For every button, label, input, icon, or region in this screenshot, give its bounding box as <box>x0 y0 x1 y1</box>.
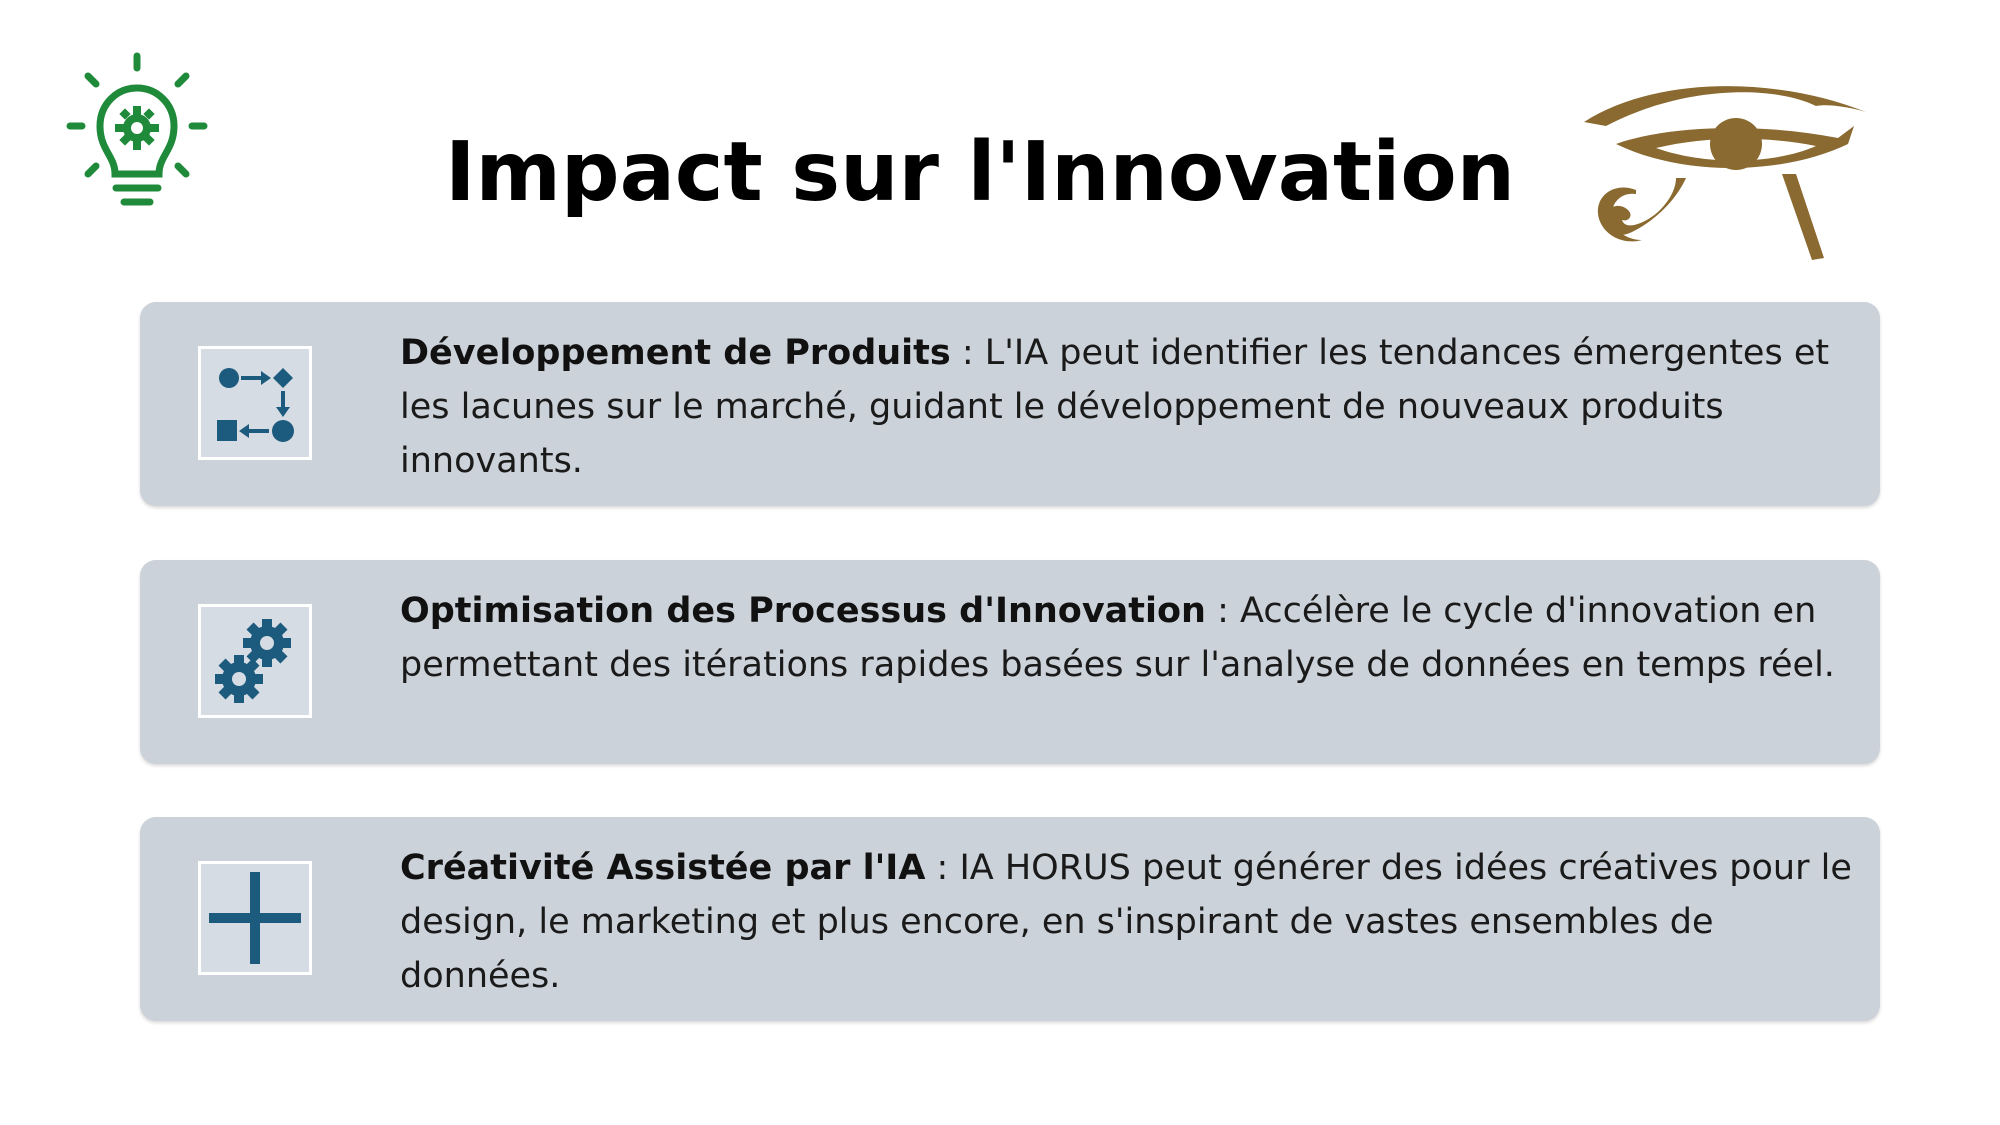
plus-icon <box>198 861 312 975</box>
item-separator: : <box>1205 591 1241 631</box>
page-title: Impact sur l'Innovation <box>444 125 1516 220</box>
lightbulb-gear-icon <box>66 52 208 212</box>
item-text: Développement de Produits : L'IA peut id… <box>400 326 1860 488</box>
list-item: Créativité Assistée par l'IA : IA HORUS … <box>140 817 1880 1021</box>
item-description: Accélère le cycle d'innovation en permet… <box>400 591 1835 685</box>
item-separator: : <box>925 848 960 888</box>
list-item: Optimisation des Processus d'Innovation … <box>140 560 1880 764</box>
flowchart-icon <box>198 346 312 460</box>
item-heading: Créativité Assistée par l'IA <box>400 848 926 888</box>
item-heading: Optimisation des Processus d'Innovation <box>400 591 1206 631</box>
item-separator: : <box>950 333 985 373</box>
item-description: L'IA peut identifier les tendances émerg… <box>400 333 1830 481</box>
item-text: Créativité Assistée par l'IA : IA HORUS … <box>400 841 1860 1003</box>
item-heading: Développement de Produits <box>400 333 951 373</box>
gears-icon <box>198 604 312 718</box>
list-item: Développement de Produits : L'IA peut id… <box>140 302 1880 506</box>
eye-of-horus-logo <box>1576 82 1878 272</box>
item-text: Optimisation des Processus d'Innovation … <box>400 584 1860 692</box>
item-description: IA HORUS peut générer des idées créative… <box>400 848 1852 996</box>
